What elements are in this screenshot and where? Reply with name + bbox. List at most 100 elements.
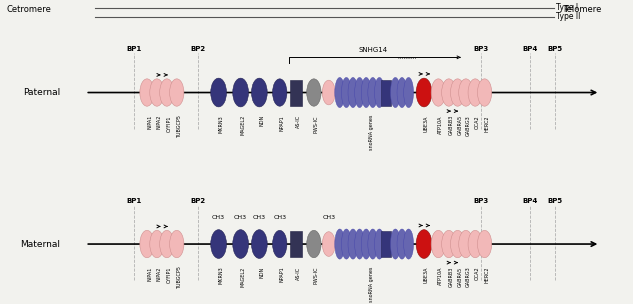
Ellipse shape	[354, 78, 365, 108]
Ellipse shape	[251, 78, 267, 107]
Text: Type I: Type I	[556, 3, 578, 12]
Text: OCA2: OCA2	[475, 115, 480, 129]
Text: CYFIP1: CYFIP1	[167, 115, 172, 132]
Text: ATP10A: ATP10A	[438, 115, 443, 133]
Ellipse shape	[211, 230, 227, 258]
Text: GABRB3: GABRB3	[449, 267, 454, 287]
Text: Type II: Type II	[556, 12, 580, 21]
Ellipse shape	[459, 230, 473, 258]
Text: BP2: BP2	[191, 198, 206, 204]
Text: CH3: CH3	[234, 215, 248, 219]
Ellipse shape	[140, 230, 154, 258]
Text: ATP10A: ATP10A	[438, 267, 443, 285]
Ellipse shape	[468, 230, 482, 258]
Text: GABRG3: GABRG3	[466, 115, 471, 136]
Text: NIPA2: NIPA2	[157, 267, 162, 281]
Text: BP2: BP2	[191, 47, 206, 53]
Ellipse shape	[404, 229, 413, 259]
Text: GABRG3: GABRG3	[466, 267, 471, 287]
Ellipse shape	[211, 78, 227, 107]
Text: BP3: BP3	[473, 47, 489, 53]
Ellipse shape	[431, 79, 446, 106]
Text: BP3: BP3	[473, 198, 489, 204]
Ellipse shape	[273, 230, 287, 258]
Ellipse shape	[442, 230, 456, 258]
Ellipse shape	[477, 79, 492, 106]
Ellipse shape	[375, 229, 384, 259]
Ellipse shape	[416, 78, 432, 107]
Ellipse shape	[150, 230, 164, 258]
FancyBboxPatch shape	[381, 231, 391, 257]
Ellipse shape	[397, 78, 407, 108]
Text: UBE3A: UBE3A	[424, 115, 429, 132]
Ellipse shape	[361, 229, 371, 259]
Ellipse shape	[442, 79, 456, 106]
Ellipse shape	[160, 230, 174, 258]
Ellipse shape	[140, 79, 154, 106]
Text: MAGEL2: MAGEL2	[241, 267, 246, 287]
Text: TUBGCP5: TUBGCP5	[177, 267, 182, 289]
Text: BP1: BP1	[126, 198, 141, 204]
Ellipse shape	[273, 79, 287, 106]
Ellipse shape	[416, 230, 432, 258]
Ellipse shape	[477, 230, 492, 258]
Text: PWS-IC: PWS-IC	[314, 115, 319, 133]
Text: NIPA1: NIPA1	[147, 267, 152, 281]
Text: HERC2: HERC2	[485, 115, 489, 132]
Ellipse shape	[335, 229, 345, 259]
Text: CH3: CH3	[273, 215, 286, 219]
Ellipse shape	[233, 230, 249, 258]
Text: CYFIP1: CYFIP1	[167, 267, 172, 283]
Ellipse shape	[451, 230, 465, 258]
Text: GABRB3: GABRB3	[449, 115, 454, 135]
Ellipse shape	[354, 229, 365, 259]
Text: snoRNA genes: snoRNA genes	[369, 267, 374, 302]
Text: snoRNA genes: snoRNA genes	[369, 115, 374, 150]
Ellipse shape	[451, 79, 465, 106]
Ellipse shape	[375, 78, 384, 108]
Text: AS-IC: AS-IC	[296, 115, 301, 128]
Ellipse shape	[322, 232, 335, 256]
FancyBboxPatch shape	[381, 80, 391, 105]
Text: BP5: BP5	[548, 198, 563, 204]
Text: MKRN3: MKRN3	[218, 115, 223, 133]
Ellipse shape	[341, 78, 351, 108]
Text: PWS-IC: PWS-IC	[314, 267, 319, 284]
Text: CH3: CH3	[253, 215, 266, 219]
Text: Paternal: Paternal	[23, 88, 61, 97]
Text: NPAP1: NPAP1	[280, 115, 285, 131]
Ellipse shape	[397, 229, 407, 259]
Ellipse shape	[348, 229, 358, 259]
Ellipse shape	[431, 230, 446, 258]
Text: SNHG14: SNHG14	[358, 47, 387, 54]
Ellipse shape	[459, 79, 473, 106]
Ellipse shape	[391, 229, 400, 259]
Text: HERC2: HERC2	[485, 267, 489, 283]
Ellipse shape	[468, 79, 482, 106]
Text: GABRA5: GABRA5	[458, 115, 463, 135]
Text: GABRA5: GABRA5	[458, 267, 463, 287]
Ellipse shape	[348, 78, 358, 108]
Ellipse shape	[307, 230, 321, 258]
Ellipse shape	[335, 78, 345, 108]
Text: BP4: BP4	[523, 198, 538, 204]
Ellipse shape	[251, 230, 267, 258]
Ellipse shape	[150, 79, 164, 106]
FancyBboxPatch shape	[290, 231, 303, 257]
Text: UBE3A: UBE3A	[424, 267, 429, 283]
Text: BP1: BP1	[126, 47, 141, 53]
Text: BP4: BP4	[523, 47, 538, 53]
Text: BP5: BP5	[548, 47, 563, 53]
Ellipse shape	[341, 229, 351, 259]
Text: CH3: CH3	[212, 215, 225, 219]
Ellipse shape	[233, 78, 249, 107]
FancyBboxPatch shape	[290, 80, 303, 105]
Text: NIPA2: NIPA2	[157, 115, 162, 130]
Ellipse shape	[307, 79, 321, 106]
Text: MKRN3: MKRN3	[218, 267, 223, 284]
Ellipse shape	[391, 78, 400, 108]
Ellipse shape	[404, 78, 413, 108]
Text: NPAP1: NPAP1	[280, 267, 285, 282]
Text: CH3: CH3	[322, 215, 335, 219]
Ellipse shape	[368, 229, 378, 259]
